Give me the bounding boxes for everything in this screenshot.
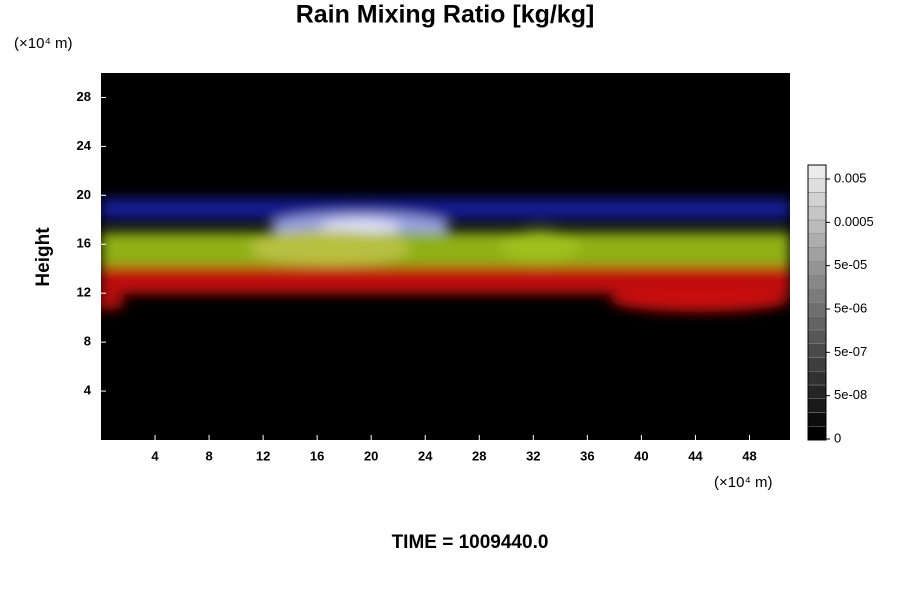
colorbar-segment xyxy=(807,384,827,399)
colorbar-segment xyxy=(807,247,827,262)
x-tick-label: 4 xyxy=(151,448,159,463)
colorbar-tick-label: 5e-06 xyxy=(834,300,867,315)
y-tick-label: 20 xyxy=(77,187,91,202)
x-tick-label: 28 xyxy=(472,448,486,463)
colorbar-segment xyxy=(807,288,827,303)
x-unit: (×10⁴ m) xyxy=(714,474,773,491)
colorbar-segment xyxy=(807,357,827,372)
colorbar-tick-label: 5e-08 xyxy=(834,387,867,402)
x-tick-label: 32 xyxy=(526,448,540,463)
chart-title: Rain Mixing Ratio [kg/kg] xyxy=(296,1,595,29)
colorbar-tick-label: 0 xyxy=(834,430,841,445)
x-tick-label: 48 xyxy=(742,448,756,463)
time-label: TIME = 1009440.0 xyxy=(392,532,549,553)
colorbar-segment xyxy=(807,302,827,317)
colorbar-segment xyxy=(807,343,827,358)
x-tick-label: 12 xyxy=(256,448,270,463)
colorbar-tick-label: 0.005 xyxy=(834,170,867,185)
x-tick-label: 20 xyxy=(364,448,378,463)
colorbar-segment xyxy=(807,178,827,193)
x-tick-label: 44 xyxy=(688,448,703,463)
colorbar-segment xyxy=(807,426,827,441)
colorbar-segment xyxy=(807,206,827,221)
x-tick-label: 40 xyxy=(634,448,648,463)
y-tick-label: 8 xyxy=(84,334,91,349)
colorbar-tick-label: 5e-05 xyxy=(834,257,867,272)
plot-area xyxy=(101,73,790,440)
colorbar-segment xyxy=(807,192,827,207)
colorbar-segment xyxy=(807,261,827,276)
x-tick-label: 36 xyxy=(580,448,594,463)
colorbar-segment xyxy=(807,233,827,248)
colorbar-segment xyxy=(807,219,827,234)
colorbar-tick-label: 5e-07 xyxy=(834,344,867,359)
y-tick-label: 16 xyxy=(77,236,91,251)
y-tick-label: 24 xyxy=(77,138,92,153)
y-axis-label: Height xyxy=(33,227,54,287)
colorbar-segment xyxy=(807,316,827,331)
x-tick-label: 16 xyxy=(310,448,324,463)
colorbar-tick-label: 0.0005 xyxy=(834,214,874,229)
colorbar-segment xyxy=(807,371,827,386)
x-tick-label: 8 xyxy=(205,448,212,463)
y-unit: (×10⁴ m) xyxy=(14,35,73,52)
colorbar-segment xyxy=(807,398,827,413)
y-tick-label: 4 xyxy=(84,383,92,398)
field xyxy=(101,198,790,312)
x-tick-label: 24 xyxy=(418,448,433,463)
colorbar-segment xyxy=(807,412,827,427)
colorbar-segment xyxy=(807,274,827,289)
y-tick-label: 12 xyxy=(77,285,91,300)
colorbar-segment xyxy=(807,329,827,344)
colorbar-segment xyxy=(807,164,827,179)
y-tick-label: 28 xyxy=(77,89,91,104)
colorbar-frame xyxy=(807,164,827,441)
